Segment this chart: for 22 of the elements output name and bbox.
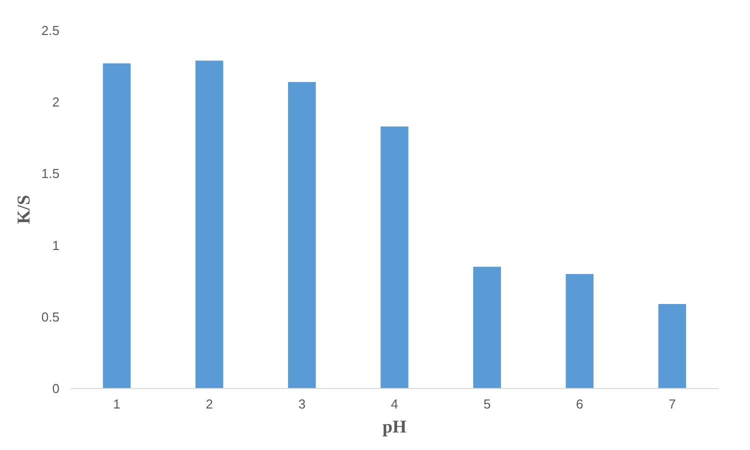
x-tick-label: 7: [668, 396, 676, 412]
y-tick-label: 0: [52, 381, 60, 396]
x-tick-label: 1: [113, 396, 120, 412]
x-tick-label: 3: [298, 396, 306, 412]
bar: [380, 126, 408, 388]
y-axis-title: K/S: [13, 194, 34, 224]
x-axis-title: pH: [382, 416, 407, 436]
x-tick-label: 4: [390, 396, 398, 412]
y-tick-label: 0.5: [41, 309, 60, 324]
x-tick-label: 6: [576, 396, 584, 412]
y-tick-label: 2.5: [41, 23, 60, 38]
y-tick-label: 1.5: [41, 166, 60, 182]
x-tick-label: 5: [483, 396, 491, 412]
bar: [473, 266, 501, 388]
x-tick-label: 2: [206, 396, 213, 412]
bar: [566, 274, 594, 388]
bar: [288, 82, 316, 388]
y-tick-label: 2: [52, 94, 60, 110]
bar: [102, 63, 131, 388]
bar: [195, 60, 224, 388]
bar: [658, 304, 686, 388]
y-tick-label: 1: [52, 238, 60, 253]
